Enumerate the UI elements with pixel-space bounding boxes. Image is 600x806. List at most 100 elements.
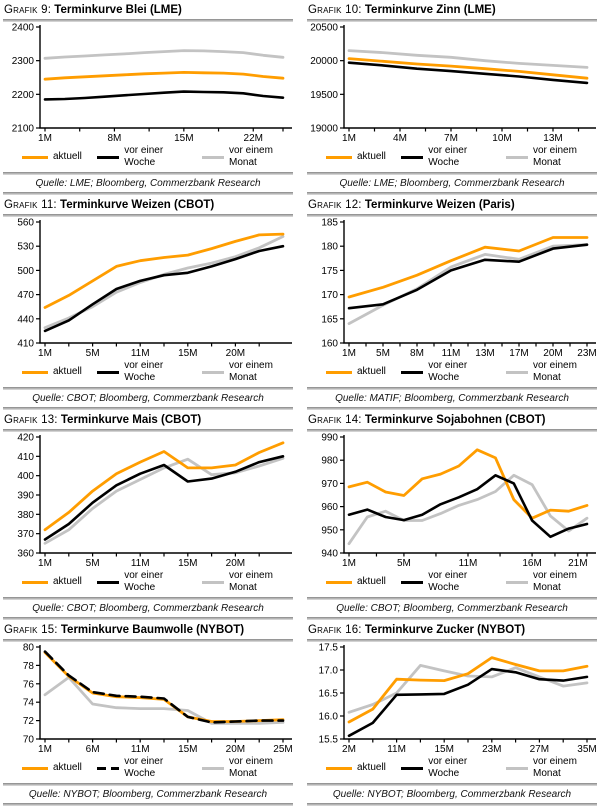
source-rule-top: [3, 387, 293, 390]
legend-label: vor einem Monat: [533, 360, 577, 383]
svg-text:15M: 15M: [174, 133, 193, 143]
svg-text:19000: 19000: [310, 124, 338, 135]
source-rule-top: [307, 597, 597, 600]
legend-item: vor einer Woche: [400, 145, 491, 169]
legend-swatch-vor-einer-woche: [400, 580, 424, 584]
line-chart: 560 530 500 470 440 410 1M 5M 11M 15M 20M: [17, 218, 292, 358]
legend-swatch-vor-einem-monat: [505, 155, 528, 159]
svg-text:15M: 15M: [434, 744, 453, 754]
source-rule-bottom: [3, 192, 293, 195]
svg-text:21M: 21M: [568, 558, 587, 568]
source-text: Quelle: NYBOT; Bloomberg, Commerzbank Re…: [332, 789, 572, 800]
legend-label: vor einem Monat: [229, 756, 273, 779]
legend-label: vor einer Woche: [428, 570, 468, 593]
svg-text:6M: 6M: [86, 744, 100, 754]
svg-text:410: 410: [17, 452, 34, 463]
legend-label: aktuell: [53, 762, 82, 773]
legend-swatch-vor-einem-monat: [201, 370, 224, 374]
legend-label: vor einer Woche: [428, 756, 468, 779]
svg-text:23M: 23M: [482, 744, 501, 754]
svg-text:11M: 11M: [442, 348, 461, 358]
legend-item: aktuell: [22, 366, 82, 378]
legend-swatch-aktuell: [326, 155, 352, 159]
svg-text:370: 370: [17, 529, 34, 540]
svg-text:11M: 11M: [459, 558, 478, 568]
legend-swatch-aktuell: [326, 580, 352, 584]
svg-text:16.0: 16.0: [319, 712, 339, 723]
chart-card-zinn: Grafik 10: Terminkurve Zinn (LME) 20500 2…: [307, 0, 597, 195]
legend-item: aktuell: [326, 576, 386, 588]
chart-title: Terminkurve Mais (CBOT): [60, 414, 202, 426]
svg-text:20000: 20000: [310, 56, 338, 67]
chart-title: Terminkurve Baumwolle (NYBOT): [60, 624, 245, 636]
source-rule-top: [307, 387, 597, 390]
chart-header: Grafik 10: Terminkurve Zinn (LME): [307, 2, 597, 19]
svg-text:2M: 2M: [342, 744, 356, 754]
legend-label: vor einer Woche: [124, 145, 164, 168]
grafik-label: Grafik 14:: [308, 414, 362, 426]
svg-text:390: 390: [17, 491, 34, 502]
source-rule-bottom: [3, 407, 293, 410]
source-text: Quelle: LME; Bloomberg, Commerzbank Rese…: [35, 178, 261, 189]
svg-text:35M: 35M: [577, 744, 596, 754]
svg-text:78: 78: [23, 661, 35, 672]
chart-title: Terminkurve Weizen (Paris): [364, 199, 515, 211]
source-rule-bottom: [307, 192, 597, 195]
chart-card-zucker: Grafik 16: Terminkurve Zucker (NYBOT) 17…: [307, 620, 597, 806]
grafik-label: Grafik 13:: [4, 414, 58, 426]
legend-item: vor einer Woche: [96, 570, 187, 594]
svg-text:560: 560: [17, 218, 34, 229]
line-chart: 20500 20000 19500 19000 1M 4M 7M 10M 13M: [310, 23, 596, 143]
svg-text:20M: 20M: [226, 348, 245, 358]
svg-text:20M: 20M: [226, 744, 245, 754]
svg-text:185: 185: [321, 218, 338, 229]
chart-card-mais: Grafik 13: Terminkurve Mais (CBOT) 420 41…: [3, 410, 293, 620]
chart-title: Terminkurve Zucker (NYBOT): [364, 624, 526, 636]
legend-label: aktuell: [357, 366, 386, 377]
legend-swatch-vor-einem-monat: [505, 370, 528, 374]
svg-text:4M: 4M: [393, 133, 407, 143]
legend-item: vor einem Monat: [201, 570, 293, 594]
svg-text:5M: 5M: [397, 558, 411, 568]
legend-label: vor einer Woche: [124, 360, 164, 383]
legend-label: vor einem Monat: [533, 570, 577, 593]
source-text: Quelle: CBOT; Bloomberg, Commerzbank Res…: [32, 393, 264, 404]
source-text: Quelle: NYBOT; Bloomberg, Commerzbank Re…: [28, 789, 268, 800]
chart-header: Grafik 11: Terminkurve Weizen (CBOT): [3, 197, 293, 214]
chart-card-baumwolle: Grafik 15: Terminkurve Baumwolle (NYBOT)…: [3, 620, 293, 806]
legend-swatch-vor-einer-woche: [96, 155, 120, 159]
svg-text:530: 530: [17, 242, 34, 253]
title-rule: [307, 639, 597, 642]
svg-text:17M: 17M: [509, 348, 528, 358]
legend-item: vor einem Monat: [201, 756, 293, 780]
svg-text:360: 360: [17, 549, 34, 560]
legend-swatch-vor-einem-monat: [201, 580, 224, 584]
legend-swatch-vor-einem-monat: [201, 155, 224, 159]
svg-text:1M: 1M: [342, 133, 356, 143]
svg-text:20M: 20M: [543, 348, 562, 358]
chart-title: Terminkurve Zinn (LME): [364, 4, 496, 16]
svg-text:500: 500: [17, 266, 34, 277]
title-rule: [3, 19, 293, 22]
chart-card-blei: Grafik 9: Terminkurve Blei (LME) 2400 230…: [3, 0, 293, 195]
title-rule: [3, 639, 293, 642]
legend-item: vor einer Woche: [400, 756, 491, 780]
legend-swatch-vor-einem-monat: [201, 766, 224, 770]
svg-text:470: 470: [17, 290, 34, 301]
source-rule-top: [3, 172, 293, 175]
svg-text:990: 990: [321, 433, 338, 444]
svg-text:80: 80: [23, 643, 35, 654]
source-rule-top: [307, 172, 597, 175]
chart-header: Grafik 13: Terminkurve Mais (CBOT): [3, 412, 293, 429]
legend-swatch-aktuell: [22, 370, 48, 374]
svg-text:5M: 5M: [86, 348, 100, 358]
legend-label: vor einer Woche: [428, 145, 468, 168]
title-rule: [307, 214, 597, 217]
chart-legend: aktuell vor einer Woche vor einem Monat: [307, 358, 597, 387]
chart-legend: aktuell vor einer Woche vor einem Monat: [307, 143, 597, 172]
legend-swatch-aktuell: [22, 580, 48, 584]
svg-text:15M: 15M: [178, 348, 197, 358]
legend-label: vor einem Monat: [229, 360, 273, 383]
